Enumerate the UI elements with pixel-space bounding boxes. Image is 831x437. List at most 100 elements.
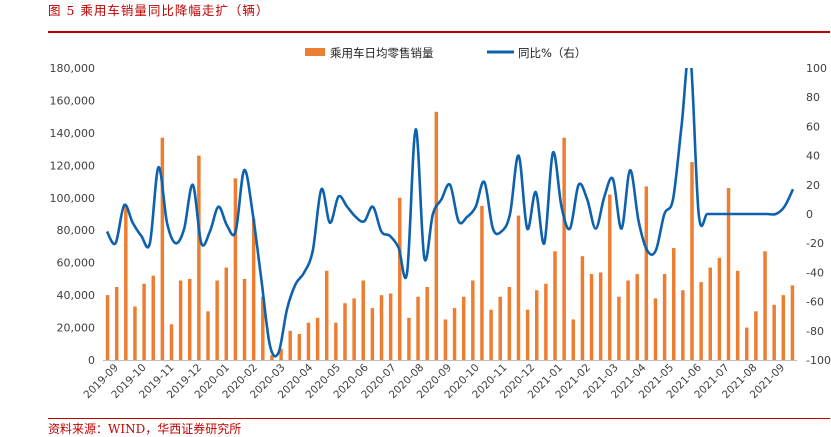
chart-canvas: 乘用车日均零售销量 同比%（右） 0 20,000 40,000 60,000 80,0… xyxy=(50,46,831,401)
chart-legend: 乘用车日均零售销量 同比%（右） xyxy=(305,46,586,60)
bar xyxy=(535,290,539,360)
bar xyxy=(516,215,521,360)
y-tick-label-right: -20 xyxy=(806,237,824,250)
x-axis: 2019-092019-102019-112019-122020-012020-… xyxy=(81,360,797,401)
bar-series xyxy=(105,111,795,360)
bar xyxy=(160,137,165,360)
bar xyxy=(681,290,685,360)
bar xyxy=(452,308,457,360)
y-tick-label-left: 80,000 xyxy=(57,224,96,237)
bar xyxy=(562,137,566,360)
y-tick-label-right: 0 xyxy=(806,208,813,221)
bar xyxy=(544,283,548,360)
bar xyxy=(662,274,667,360)
y-tick-label-left: 40,000 xyxy=(57,289,96,302)
bar xyxy=(726,188,731,360)
y-tick-label-left: 140,000 xyxy=(50,127,96,140)
y-tick-label-right: -80 xyxy=(806,325,824,338)
bar xyxy=(242,278,247,360)
bar xyxy=(279,348,283,360)
bar xyxy=(197,155,201,360)
bar xyxy=(233,178,238,360)
bar xyxy=(671,248,676,360)
bar xyxy=(224,267,229,360)
bar xyxy=(589,274,594,360)
bar xyxy=(498,296,502,360)
y-tick-label-left: 60,000 xyxy=(57,257,96,270)
y-tick-label-left: 100,000 xyxy=(50,192,96,205)
bar xyxy=(735,270,740,360)
bar xyxy=(306,322,311,360)
bar xyxy=(124,205,128,360)
bar xyxy=(105,295,110,360)
bar xyxy=(251,218,256,360)
legend-label-line: 同比%（右） xyxy=(518,46,586,60)
bar xyxy=(745,327,749,360)
bar xyxy=(626,280,630,360)
bar xyxy=(315,317,320,360)
y-tick-label-right: 100 xyxy=(806,62,827,75)
bar xyxy=(480,205,484,360)
y-axis-left: 0 20,000 40,000 60,000 80,000 100,000 120,000 1… xyxy=(50,62,96,367)
y-tick-label-left: 20,000 xyxy=(57,322,96,335)
bar xyxy=(443,319,448,360)
y-tick-label-right: -40 xyxy=(806,266,824,279)
y-tick-label-left: 120,000 xyxy=(50,159,96,172)
bar xyxy=(434,111,439,360)
bar xyxy=(754,311,758,360)
y-tick-label-left: 160,000 xyxy=(50,94,96,107)
bar xyxy=(507,287,512,360)
bar xyxy=(270,355,274,360)
bar xyxy=(553,251,557,360)
bottom-rule xyxy=(48,418,830,419)
y-tick-label-left: 0 xyxy=(88,354,95,367)
bar xyxy=(114,287,119,360)
bar xyxy=(142,283,146,360)
figure-title: 图 5 乘用车销量同比降幅走扩（辆） xyxy=(48,3,270,18)
bar xyxy=(297,334,302,360)
bar xyxy=(361,280,365,360)
bar xyxy=(352,298,356,360)
bar xyxy=(343,303,347,360)
bar xyxy=(690,162,694,360)
bar xyxy=(489,309,493,360)
bar xyxy=(416,296,420,360)
y-tick-label-right: 20 xyxy=(806,179,820,192)
bar xyxy=(781,295,786,360)
bar xyxy=(215,280,219,360)
bar xyxy=(653,298,658,360)
bar xyxy=(133,306,137,360)
bar xyxy=(790,285,795,360)
bar xyxy=(525,309,530,360)
bar xyxy=(644,186,649,360)
bar xyxy=(151,275,155,360)
top-rule xyxy=(48,31,830,33)
bar xyxy=(571,319,576,360)
bar xyxy=(334,322,338,360)
bar xyxy=(471,280,475,360)
bar xyxy=(398,197,402,360)
y-tick-label-right: 40 xyxy=(806,150,820,163)
bar xyxy=(206,311,210,360)
bar xyxy=(407,317,411,360)
source-note: 资料来源：WIND，华西证券研究所 xyxy=(48,422,242,436)
y-tick-label-right: -60 xyxy=(806,296,824,309)
bar xyxy=(708,267,712,360)
y-tick-label-right: 60 xyxy=(806,120,820,133)
yoy-line xyxy=(105,68,795,358)
line-series xyxy=(105,68,795,358)
bar xyxy=(388,293,393,360)
legend-label-bar: 乘用车日均零售销量 xyxy=(330,46,434,60)
bar xyxy=(617,296,621,360)
y-tick-label-right: 80 xyxy=(806,91,820,104)
bar xyxy=(288,330,292,360)
bar xyxy=(370,308,375,360)
bar xyxy=(178,280,183,360)
bar xyxy=(772,304,776,360)
bar xyxy=(598,272,603,360)
bar xyxy=(261,296,265,360)
bar xyxy=(169,324,174,360)
bar xyxy=(461,296,466,360)
legend-swatch-bar xyxy=(305,48,325,56)
y-axis-right: -100 -80 -60 -40 -20 0 20 40 60 80 100 xyxy=(806,62,831,367)
